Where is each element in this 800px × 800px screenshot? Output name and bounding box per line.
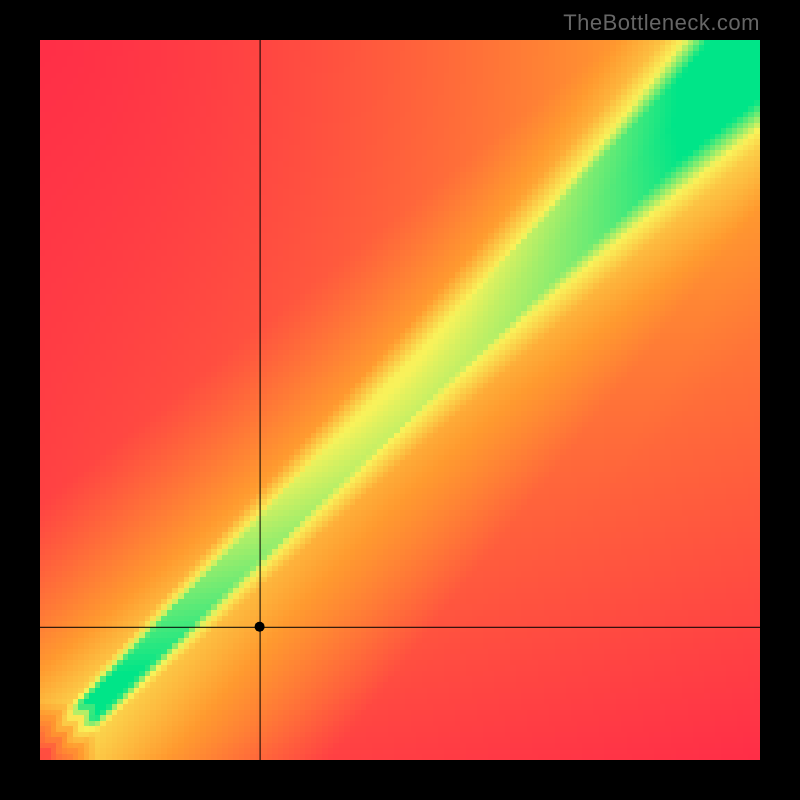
watermark-text: TheBottleneck.com [563,10,760,36]
bottleneck-heatmap [40,40,760,760]
chart-container: TheBottleneck.com [0,0,800,800]
heatmap-canvas-wrap [40,40,760,760]
